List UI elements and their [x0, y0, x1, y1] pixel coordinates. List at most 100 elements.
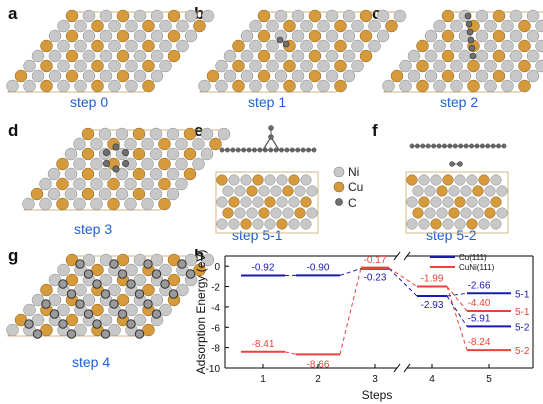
cu-atom	[300, 196, 312, 208]
ni-atom	[159, 39, 172, 53]
ni-atom	[176, 283, 189, 297]
cu-atom	[81, 187, 95, 201]
ni-atom	[159, 59, 172, 73]
energy-value-label: -1.99	[421, 273, 444, 284]
ni-atom	[351, 19, 364, 33]
ni-atom	[424, 207, 436, 219]
chart-legend: Cu(111)CuNi(111)	[430, 253, 495, 272]
ni-atom	[266, 39, 279, 53]
cu-atom	[65, 69, 79, 83]
cu-atom	[288, 174, 300, 186]
cu-atom	[334, 39, 347, 53]
ni-atom	[433, 79, 446, 93]
ni-atom	[64, 187, 78, 201]
legend-ni-atom	[333, 166, 345, 178]
cu-atom	[246, 185, 258, 197]
cu-atom	[132, 167, 146, 181]
y-tick-label: 0	[214, 262, 220, 273]
ni-atom	[264, 174, 276, 186]
slab-top-view-c	[382, 9, 543, 93]
ni-atom	[466, 174, 478, 186]
cu-atom	[116, 69, 130, 83]
ni-atom	[184, 253, 198, 267]
ni-atom	[270, 207, 282, 219]
ni-atom	[306, 185, 318, 197]
cu-atom	[107, 177, 120, 191]
cu-atom	[183, 127, 197, 141]
ni-atom	[399, 79, 412, 93]
ni-atom	[200, 127, 214, 141]
chart-series	[241, 266, 511, 356]
ni-atom	[74, 283, 87, 297]
carbon-atom	[134, 289, 145, 299]
x-tick-label: 3	[372, 374, 378, 385]
ni-atom	[150, 253, 164, 267]
cu-atom	[116, 293, 130, 307]
cu-atom	[441, 69, 455, 83]
ni-atom	[31, 69, 45, 83]
ni-atom	[166, 167, 180, 181]
x-tick-label: 5	[486, 374, 492, 385]
ni-atom	[82, 69, 96, 83]
carbon-atom	[49, 309, 60, 319]
cu-atom	[142, 79, 155, 93]
ni-atom	[108, 19, 121, 33]
ni-atom	[246, 207, 258, 219]
cu-atom	[436, 185, 448, 197]
cu-atom	[283, 59, 296, 73]
cu-atom	[65, 273, 79, 287]
cu-atom	[258, 207, 270, 219]
ni-atom	[133, 9, 147, 23]
ni-atom	[108, 283, 121, 297]
ni-atom	[300, 218, 312, 230]
ni-atom	[141, 197, 154, 211]
ni-atom	[82, 49, 96, 63]
cu-atom	[116, 29, 130, 43]
cu-atom	[257, 69, 271, 83]
ni-atom	[300, 39, 313, 53]
ni-atom	[418, 218, 430, 230]
panel-label-b: b	[194, 4, 205, 23]
cu-atom	[416, 39, 429, 53]
ni-atom	[74, 323, 87, 337]
carbon-atom	[466, 28, 474, 36]
y-tick-label: -10	[206, 364, 221, 375]
cu-atom	[385, 19, 398, 33]
ni-atom	[150, 49, 164, 63]
ni-atom	[215, 79, 228, 93]
ni-atom	[240, 69, 254, 83]
ni-atom	[300, 79, 313, 93]
ni-atom	[490, 174, 502, 186]
ni-atom	[150, 29, 164, 43]
carbon-atom	[32, 329, 43, 339]
cu-atom	[91, 39, 104, 53]
ni-atom	[125, 263, 138, 277]
cu-atom	[30, 187, 44, 201]
ni-atom	[351, 59, 364, 73]
cu-atom	[116, 49, 130, 63]
ni-atom	[252, 196, 264, 208]
ni-atom	[99, 69, 113, 83]
cu-atom	[308, 29, 322, 43]
cu-atom	[14, 69, 28, 83]
ni-atom	[175, 177, 188, 191]
cu-atom	[294, 207, 306, 219]
ni-atom	[57, 19, 70, 33]
cu-atom	[183, 147, 197, 161]
ni-atom	[418, 174, 430, 186]
x-tick-label: 2	[315, 374, 321, 385]
cu-atom	[252, 174, 264, 186]
slab-top-view-d	[22, 127, 231, 211]
carbon-atom	[143, 259, 153, 269]
ni-atom	[74, 39, 87, 53]
ni-atom	[108, 39, 121, 53]
ni-atom	[175, 137, 188, 151]
panel-label-f: f	[372, 121, 378, 140]
cu-atom	[40, 79, 53, 93]
ni-atom	[342, 69, 356, 83]
ni-atom	[216, 196, 228, 208]
ni-atom	[442, 218, 454, 230]
carbon-atom	[122, 160, 130, 168]
x-tick-label: 4	[429, 374, 435, 385]
ni-atom	[249, 79, 262, 93]
